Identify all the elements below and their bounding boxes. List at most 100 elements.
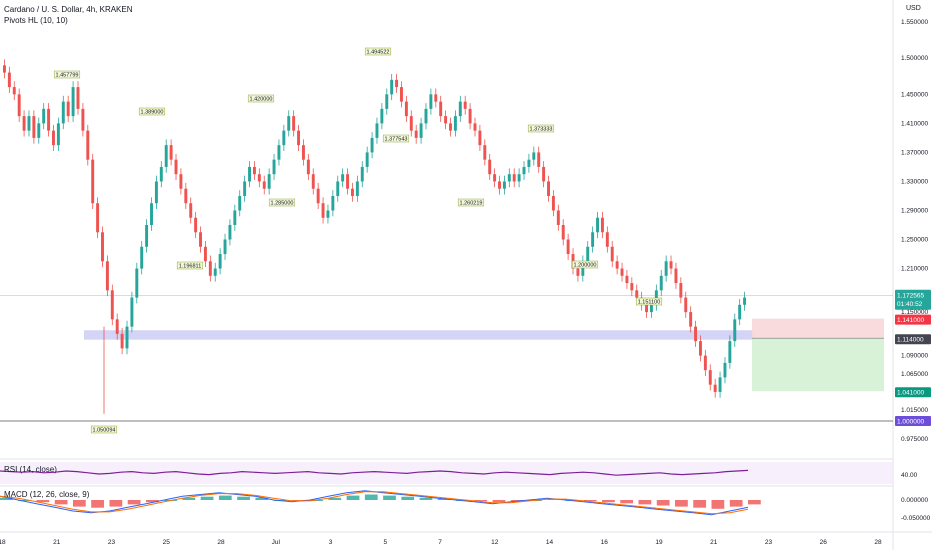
candle-body [400, 87, 403, 102]
macd-histogram-bar [0, 497, 13, 500]
pivot-label: 1.196811 [179, 264, 202, 270]
pivot-label-box [247, 94, 275, 103]
candle-body [498, 181, 501, 189]
pivot-label-box [457, 198, 485, 207]
candle-body [341, 174, 345, 182]
y-tick-label: 1.090000 [901, 353, 928, 360]
candle-body [37, 123, 41, 138]
x-tick-label: 26 [820, 539, 828, 546]
x-tick-label: 21 [710, 539, 718, 546]
candle-body [596, 217, 599, 233]
candle-body [336, 181, 340, 196]
candle-body [370, 137, 374, 153]
y-tick-label: 0.975000 [901, 436, 928, 443]
candle-body [532, 152, 536, 160]
x-tick-label: 14 [546, 539, 554, 546]
pivot-label-box [527, 124, 555, 133]
candle-body [194, 217, 198, 233]
candle-body [718, 377, 722, 392]
candle-body [522, 166, 526, 175]
macd-histogram-bar [729, 500, 743, 507]
pivot-label-box [90, 425, 118, 434]
candle-body [12, 87, 16, 95]
pivot-label-box [635, 297, 663, 306]
candle-body [145, 225, 149, 247]
pivot-label: 1.373333 [530, 127, 553, 133]
x-tick-label: 25 [163, 539, 171, 546]
macd-histogram-bar [638, 500, 652, 505]
macd-histogram-bar [492, 500, 506, 503]
candle-body [81, 108, 85, 131]
x-tick-label: 28 [874, 539, 882, 546]
candle-body [47, 108, 51, 131]
candle-body [561, 225, 565, 240]
candle-body [96, 203, 100, 233]
candle-body [698, 341, 702, 356]
candle-body [174, 159, 178, 175]
candle-body [605, 232, 609, 247]
macd-histogram-bar [328, 497, 342, 500]
macd-histogram-bar [237, 496, 250, 500]
pivot-label: 1.260219 [460, 201, 483, 207]
candle-body [738, 304, 742, 320]
candle-body [635, 290, 639, 298]
candle-body [733, 319, 737, 342]
candle-body [375, 123, 379, 138]
candle-body [282, 130, 286, 146]
candle-body [76, 87, 80, 109]
candle-body [620, 268, 624, 276]
candle-body [22, 116, 26, 131]
candle-body [444, 116, 448, 124]
candle-body [419, 123, 423, 138]
take-profit-zone [752, 338, 884, 392]
candle-body [600, 217, 604, 233]
macd-histogram-bar [145, 500, 159, 503]
candle-body [287, 116, 291, 131]
candle-body [694, 326, 698, 342]
macd-tick-label: 0.000000 [901, 497, 928, 504]
macd-histogram-bar [346, 495, 360, 500]
y-tick-label: 1.015000 [901, 407, 928, 414]
candle-body [527, 159, 531, 167]
take-profit-tag-box [895, 387, 931, 398]
candle-body [542, 166, 546, 182]
candle-body [233, 210, 237, 225]
candle-body [713, 384, 717, 392]
x-tick-label: 23 [108, 539, 116, 546]
candle-body [507, 174, 511, 182]
candle-body [708, 370, 712, 385]
candle-body [243, 181, 247, 196]
candle-body [586, 246, 590, 262]
candle-body [277, 145, 281, 160]
candle-body [169, 145, 173, 160]
candle-body [199, 232, 202, 247]
candle-body [267, 174, 271, 189]
pivot-label-box [53, 70, 81, 79]
candle-body [321, 203, 325, 218]
candle-body [645, 304, 649, 313]
candle-body [17, 94, 21, 117]
take-profit-tag: 1.041000 [897, 390, 924, 397]
rsi-line [0, 469, 749, 476]
macd-histogram-bar [474, 500, 488, 502]
candle-body [659, 275, 663, 291]
candle-body [473, 123, 477, 131]
stop-loss-tag-box [895, 314, 931, 325]
pivot-label: 1.285000 [271, 201, 294, 207]
candle-body [488, 159, 492, 175]
pivot-label-box [571, 260, 599, 269]
rsi-band [0, 462, 893, 484]
last-price-tag-box [895, 289, 931, 310]
y-tick-label: 1.550000 [901, 19, 928, 26]
candle-body [346, 174, 350, 189]
candle-body [297, 130, 301, 146]
candle-body [610, 246, 614, 262]
candle-body [566, 239, 570, 255]
macd-histogram-bar [419, 497, 433, 500]
pivot-label-box [364, 47, 392, 56]
macd-signal-line [0, 491, 749, 515]
candle-body [458, 101, 462, 117]
candle-body [203, 246, 207, 262]
candle-body [150, 203, 153, 225]
